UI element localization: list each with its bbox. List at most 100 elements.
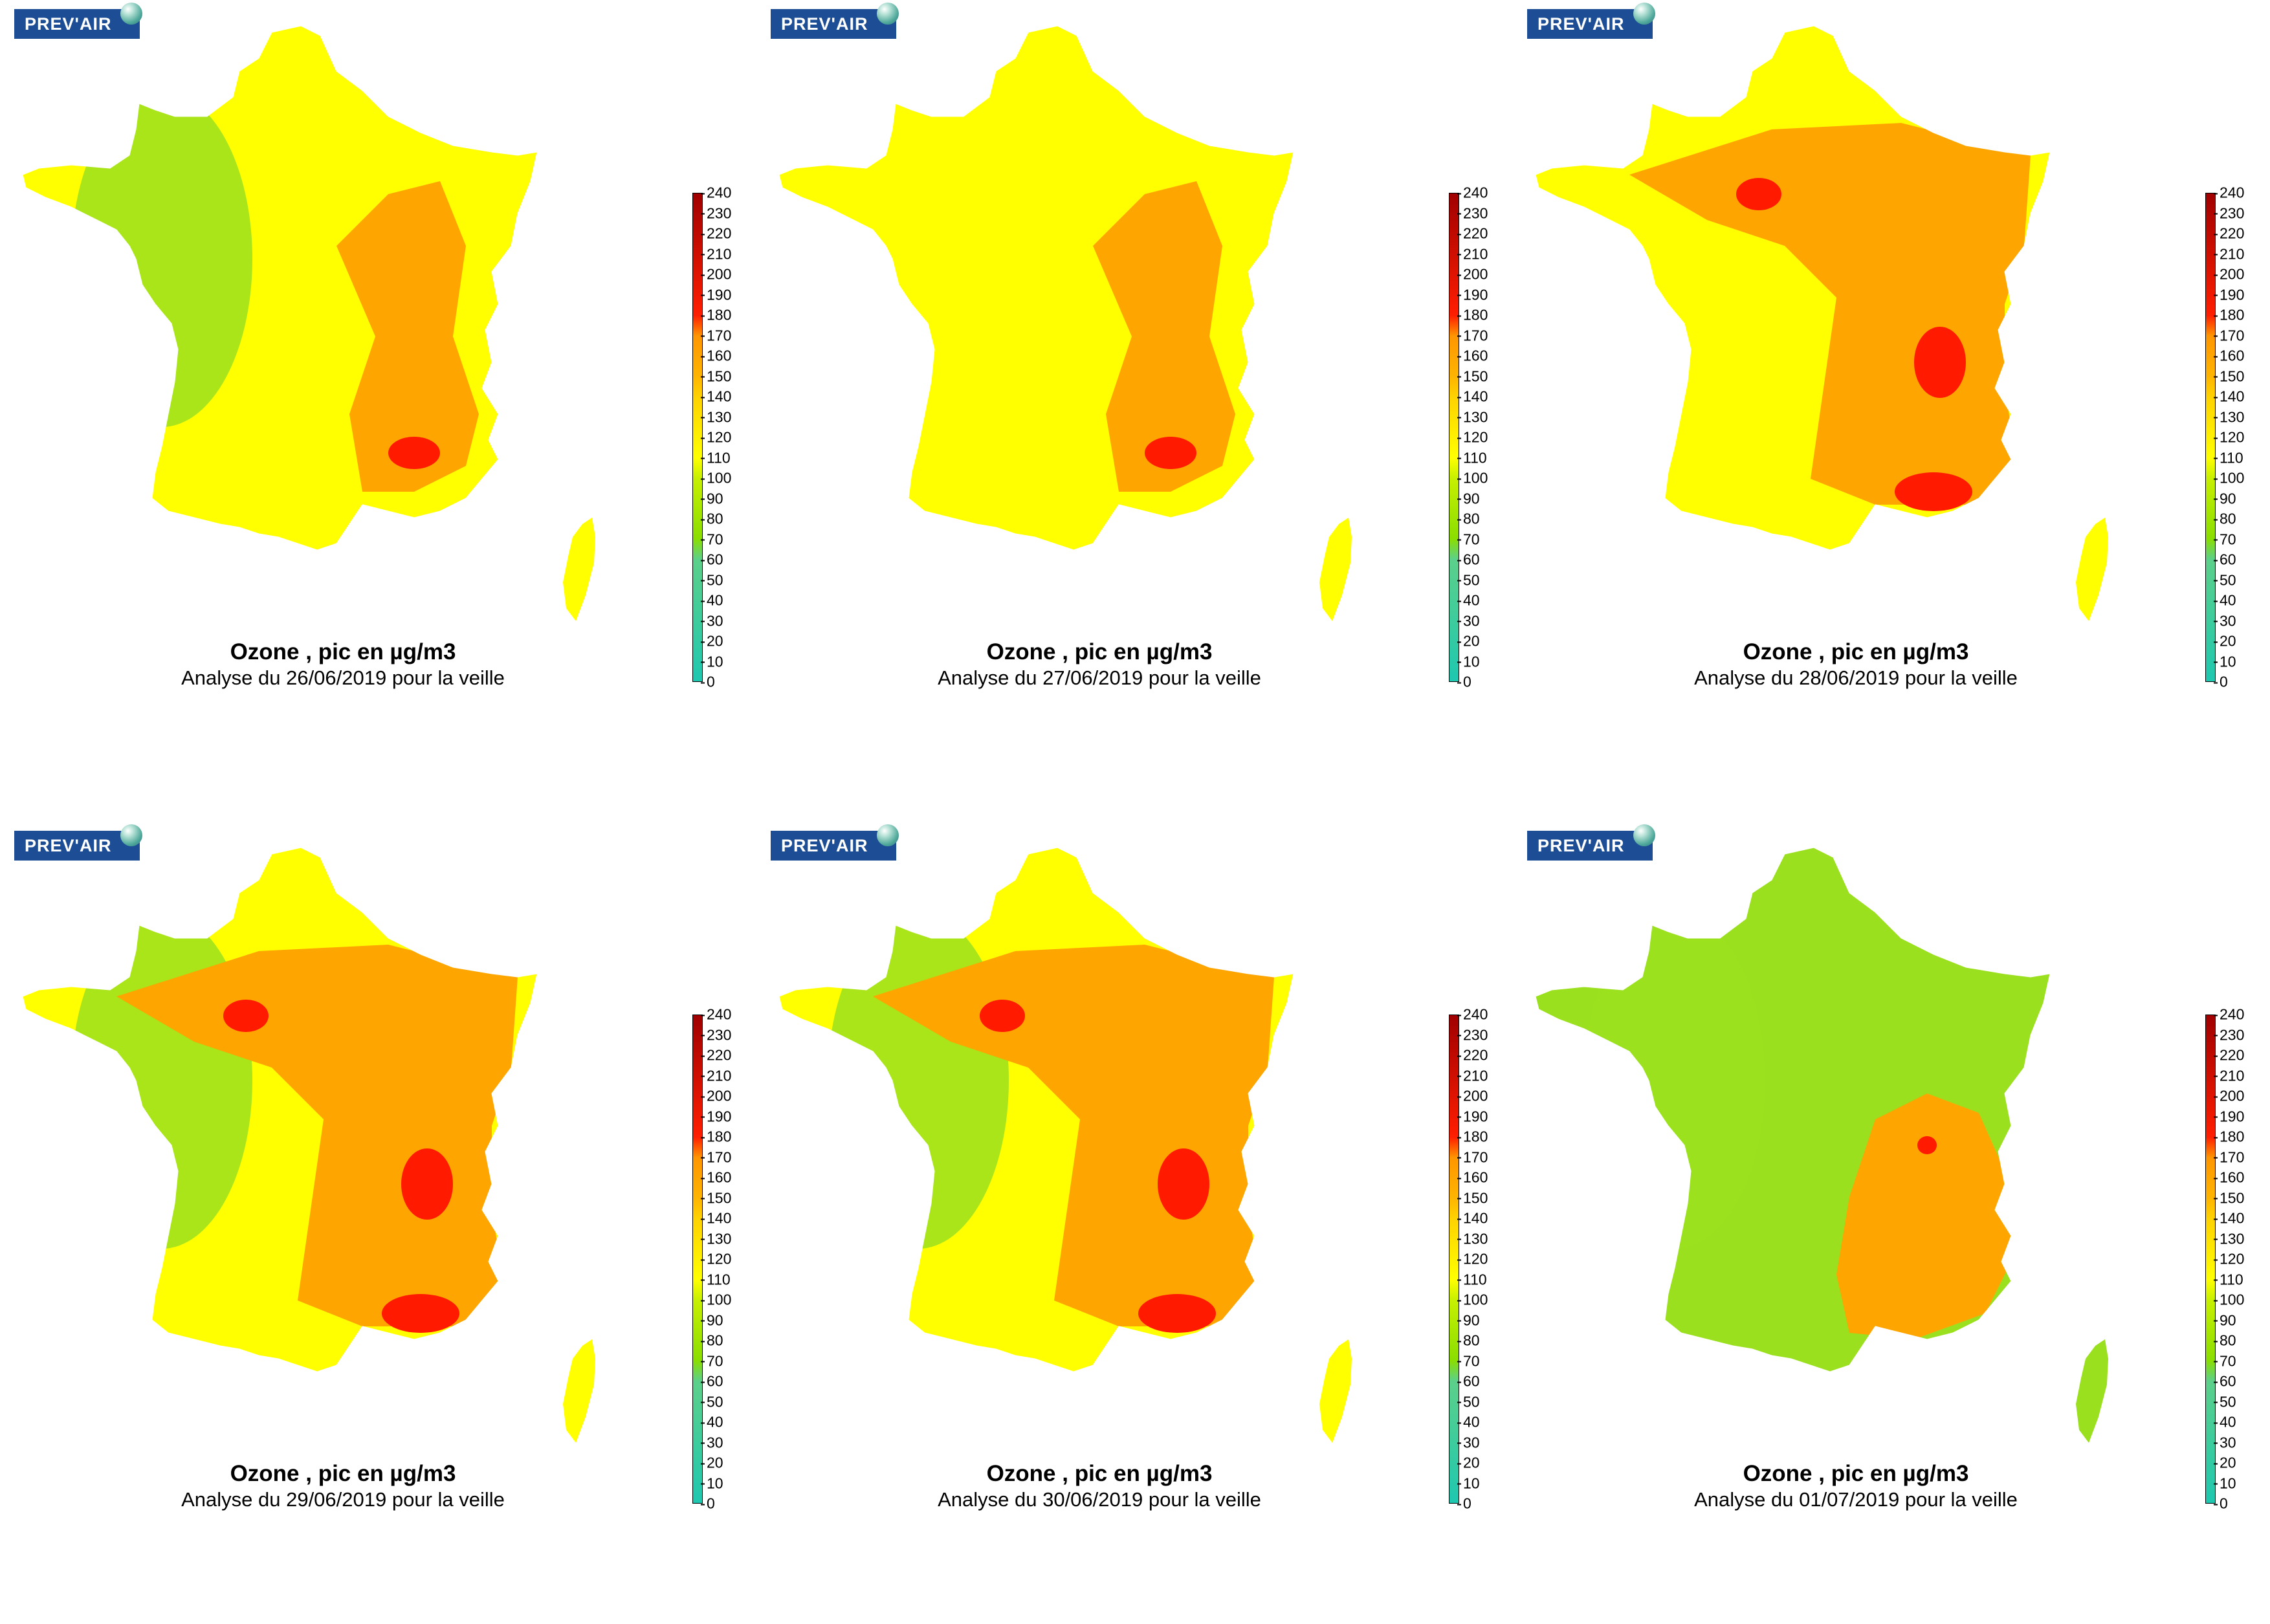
- peak-zone: [1914, 327, 1966, 398]
- colorbar-tick: 10: [2214, 653, 2236, 670]
- colorbar-tick: 50: [1457, 1393, 1480, 1410]
- map-panel: PREV'AIR 240 230 220 210 200 190 180 170 160 150 1…: [1513, 822, 2269, 1624]
- colorbar-tick: 160: [700, 347, 732, 364]
- colorbar-tick: 150: [700, 368, 732, 384]
- ozone-map: [22, 25, 595, 621]
- colorbar-tick: 50: [701, 571, 723, 588]
- colorbar-tick: 0: [1457, 673, 1471, 690]
- prevair-logo: PREV'AIR: [14, 824, 142, 861]
- colorbar-tick: 30: [1457, 1434, 1480, 1451]
- hot-region: [1629, 123, 2031, 505]
- map-title: Ozone , pic en µg/m3: [1743, 639, 1969, 664]
- colorbar-tick: 190: [700, 286, 732, 303]
- logo-text: PREV'AIR: [1537, 14, 1625, 34]
- hot-region: [1836, 1093, 2018, 1339]
- colorbar-tick: 110: [2214, 449, 2243, 466]
- map-panel: PREV'AIR 240 230 220 210 200 190 180 170 160 150 1…: [0, 822, 756, 1624]
- colorbar-tick: 80: [701, 510, 723, 527]
- colorbar-tick: 70: [1457, 1352, 1480, 1369]
- colorbar-tick: 100: [1457, 1291, 1488, 1308]
- colorbar-tick: 110: [701, 449, 731, 466]
- map-title: Ozone , pic en µg/m3: [1743, 1461, 1969, 1486]
- colorbar-tick: 170: [2213, 327, 2245, 344]
- colorbar-tick: 20: [701, 632, 723, 650]
- colorbar-tick: 210: [700, 245, 732, 262]
- colorbar-tick: 180: [700, 306, 732, 324]
- colorbar-tick: 170: [700, 1148, 732, 1165]
- colorbar-tick: 0: [1457, 1495, 1471, 1512]
- colorbar-tick: 200: [2213, 1087, 2245, 1104]
- colorbar-tick: 180: [2213, 306, 2245, 324]
- colorbar-tick: 150: [2213, 1189, 2245, 1206]
- colorbar-tick: 200: [700, 1087, 732, 1104]
- ozone-map: [778, 25, 1352, 621]
- colorbar-tick: 120: [700, 428, 732, 446]
- colorbar-tick: 10: [701, 1475, 723, 1491]
- colorbar-tick: 80: [1457, 510, 1480, 527]
- peak-zone: [223, 1000, 269, 1032]
- colorbar-tick: 220: [2213, 225, 2245, 242]
- france-outline: [778, 847, 1294, 1372]
- colorbar-tick: 140: [1457, 388, 1488, 405]
- colorbar-tick: 40: [2214, 1413, 2236, 1431]
- colorbar-tick: 220: [2213, 1046, 2245, 1064]
- colorbar-tick: 180: [700, 1128, 732, 1145]
- colorbar-tick: 20: [2214, 632, 2236, 650]
- colorbar-tick: 210: [700, 1067, 732, 1084]
- west-region: [1584, 912, 1765, 1249]
- colorbar-tick: 60: [1457, 551, 1480, 568]
- colorbar-tick: 50: [1457, 571, 1480, 588]
- colorbar-tick: 50: [2214, 571, 2236, 588]
- prevair-logo: PREV'AIR: [771, 3, 899, 39]
- colorbar-tick: 100: [700, 469, 732, 487]
- colorbar-tick: 230: [700, 204, 732, 221]
- colorbar-tick: 240: [2213, 184, 2245, 201]
- colorbar-tick: 60: [1457, 1372, 1480, 1390]
- colorbar-tick: 160: [1457, 1169, 1488, 1186]
- colorbar-tick: 210: [2213, 245, 2245, 262]
- colorbar-tick: 0: [2214, 673, 2228, 690]
- colorbar-tick: 200: [1457, 265, 1488, 283]
- colorbar-tick: 220: [1457, 1046, 1488, 1064]
- colorbar-tick: 220: [700, 225, 732, 242]
- colorbar-tick: 170: [1457, 327, 1488, 344]
- france-outline: [22, 847, 538, 1372]
- colorbar-tick: 150: [1457, 368, 1488, 384]
- colorbar-tick: 40: [1457, 591, 1480, 609]
- colorbar-tick: 190: [2213, 286, 2245, 303]
- logo-text: PREV'AIR: [781, 836, 868, 855]
- colorbar-tick: 30: [701, 612, 723, 629]
- peak-zone: [1895, 472, 1972, 511]
- colorbar-tick: 240: [2213, 1005, 2245, 1023]
- colorbar-tick: 150: [1457, 1189, 1488, 1206]
- colorbar-tick: 70: [2214, 1352, 2236, 1369]
- colorbar-tick: 110: [1457, 1271, 1487, 1288]
- peak-zone: [401, 1148, 453, 1220]
- colorbar-tick: 40: [1457, 1413, 1480, 1431]
- colorbar-tick: 90: [2214, 1311, 2236, 1328]
- france-outline: [1535, 25, 2051, 551]
- colorbar-tick: 100: [2213, 469, 2245, 487]
- ozone-map: [778, 847, 1352, 1443]
- colorbar-tick: 120: [1457, 428, 1488, 446]
- colorbar-tick: 160: [2213, 1169, 2245, 1186]
- colorbar-tick: 220: [700, 1046, 732, 1064]
- colorbar-tick: 190: [2213, 1108, 2245, 1125]
- map-panel: PREV'AIR 240 230 220 210 200 190 180 170 160 150 1…: [756, 0, 1513, 802]
- logo-text: PREV'AIR: [25, 14, 112, 34]
- colorbar-tick: 20: [2214, 1454, 2236, 1471]
- colorbar-tick: 140: [2213, 1209, 2245, 1227]
- logo-text: PREV'AIR: [1537, 836, 1625, 855]
- colorbar-tick: 230: [1457, 204, 1488, 221]
- prevair-logo: PREV'AIR: [14, 3, 142, 39]
- colorbar-tick: 90: [701, 490, 723, 507]
- map-subtitle: Analyse du 28/06/2019 pour la veille: [1694, 666, 2018, 689]
- colorbar-tick: 120: [700, 1250, 732, 1267]
- colorbar-tick: 10: [1457, 1475, 1480, 1491]
- colorbar-tick: 200: [1457, 1087, 1488, 1104]
- colorbar-tick: 230: [700, 1026, 732, 1043]
- ozone-map: [1535, 847, 2108, 1443]
- colorbar-tick: 240: [1457, 184, 1488, 201]
- hot-region: [116, 945, 518, 1326]
